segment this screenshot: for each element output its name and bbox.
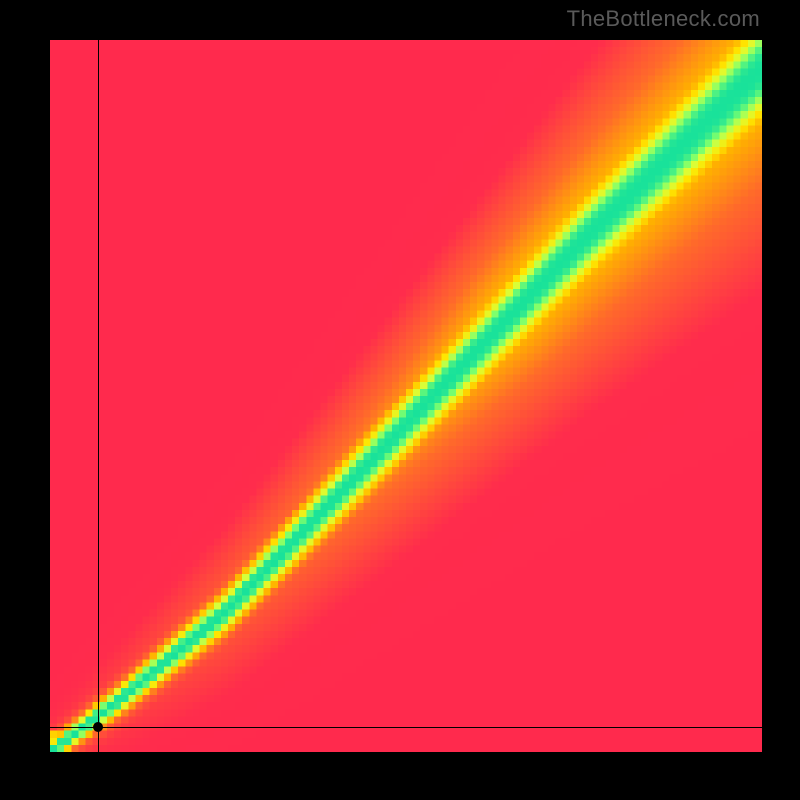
crosshair-horizontal [50,727,762,728]
heatmap-canvas [50,40,762,752]
crosshair-vertical [98,40,99,752]
watermark-text: TheBottleneck.com [567,6,760,32]
bottleneck-heatmap [50,40,762,752]
selection-marker [93,722,103,732]
